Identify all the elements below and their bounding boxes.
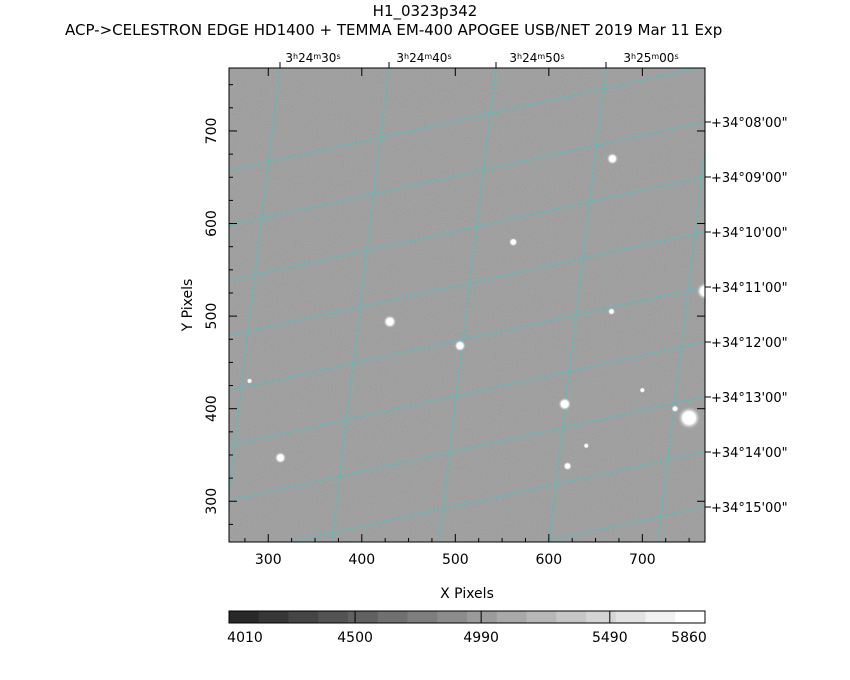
y-axis: 300 400 500 600 700 — [204, 84, 705, 525]
dec-grid-line — [229, 68, 703, 172]
image-noise — [229, 68, 705, 542]
dec-grid-line — [229, 396, 705, 502]
x-axis: 300 400 500 600 700 — [244, 68, 690, 568]
ra-grid-line — [331, 68, 390, 542]
colorbar — [228, 610, 706, 624]
image-subtitle: ACP->CELESTRON EDGE HD1400 + TEMMA EM-40… — [65, 21, 723, 39]
colorbar-step — [586, 611, 617, 623]
y-tick-label: 500 — [204, 303, 220, 330]
dec-grid-line — [290, 451, 705, 542]
colorbar-label: 4990 — [463, 630, 499, 646]
colorbar-label: 5490 — [592, 630, 628, 646]
star — [682, 411, 696, 425]
star — [640, 388, 644, 392]
dec-grid-line — [229, 341, 705, 447]
colorbar-step — [615, 611, 646, 623]
dec-label: +34°10'00" — [711, 226, 788, 241]
dec-label: +34°13'00" — [711, 391, 788, 406]
dec-label: +34°11'00" — [711, 281, 788, 296]
y-tick-label: 700 — [204, 118, 220, 145]
dec-axis-labels: +34°08'00" +34°09'00" +34°10'00" +34°11'00"… — [705, 116, 788, 516]
colorbar-labels: 4010 4500 4990 5490 5860 — [227, 611, 707, 646]
colorbar-step — [467, 611, 498, 623]
colorbar-step — [348, 611, 379, 623]
x-tick-label: 500 — [442, 552, 469, 568]
ra-label: 3h25m00s — [623, 51, 678, 65]
colorbar-step — [377, 611, 408, 623]
colorbar-step — [437, 611, 468, 623]
ra-label: 3h24m50s — [509, 51, 564, 65]
star — [456, 342, 464, 349]
star — [673, 406, 678, 411]
colorbar-step — [288, 611, 319, 623]
x-tick-label: 400 — [348, 552, 375, 568]
star — [561, 400, 569, 408]
star — [700, 286, 705, 296]
sky-image — [229, 68, 705, 542]
y-tick-label: 600 — [204, 210, 220, 237]
star — [510, 239, 516, 245]
colorbar-label: 4500 — [337, 630, 373, 646]
x-axis-title: X Pixels — [440, 586, 494, 602]
dec-label: +34°08'00" — [711, 116, 788, 131]
image-frame — [228, 67, 706, 543]
dec-grid-line — [229, 121, 705, 227]
dec-grid-line — [229, 231, 705, 337]
colorbar-step — [556, 611, 587, 623]
dec-label: +34°09'00" — [711, 171, 788, 186]
colorbar-step — [526, 611, 557, 623]
ra-grid-line — [438, 68, 497, 542]
dec-label: +34°14'00" — [711, 446, 788, 461]
y-axis-title: Y Pixels — [180, 279, 196, 333]
star — [277, 454, 284, 461]
ra-grid-line — [657, 147, 705, 542]
colorbar-step — [258, 611, 289, 623]
star — [584, 444, 588, 448]
colorbar-step — [675, 611, 706, 623]
ra-label: 3h24m30s — [285, 51, 340, 65]
colorbar-step — [407, 611, 438, 623]
star — [247, 379, 252, 383]
colorbar-label: 5860 — [671, 630, 707, 646]
ra-grid-line — [229, 68, 281, 497]
star-field — [246, 152, 705, 471]
dec-grid-line — [229, 286, 705, 392]
x-tick-label: 600 — [535, 552, 562, 568]
y-tick-label: 400 — [204, 395, 220, 422]
star — [565, 463, 570, 469]
dec-grid-line — [229, 176, 705, 282]
y-tick-label: 300 — [204, 488, 220, 515]
x-tick-label: 300 — [255, 552, 282, 568]
colorbar-step — [318, 611, 349, 623]
star — [609, 309, 614, 314]
colorbar-label: 4010 — [227, 630, 263, 646]
dec-label: +34°12'00" — [711, 336, 788, 351]
star — [609, 155, 616, 162]
dec-grid-line — [542, 506, 705, 542]
colorbar-step — [645, 611, 676, 623]
ra-grid-line — [548, 68, 607, 542]
coordinate-grid — [229, 68, 705, 542]
image-title: H1_0323p342 — [372, 2, 478, 20]
colorbar-step — [496, 611, 527, 623]
colorbar-step — [229, 611, 260, 623]
x-tick-label: 700 — [629, 552, 656, 568]
star — [386, 318, 394, 326]
dec-label: +34°15'00" — [711, 501, 788, 516]
ra-label: 3h24m40s — [396, 51, 451, 65]
ra-axis-labels: 3h24m30s 3h24m40s 3h24m50s 3h25m00s — [279, 51, 679, 68]
